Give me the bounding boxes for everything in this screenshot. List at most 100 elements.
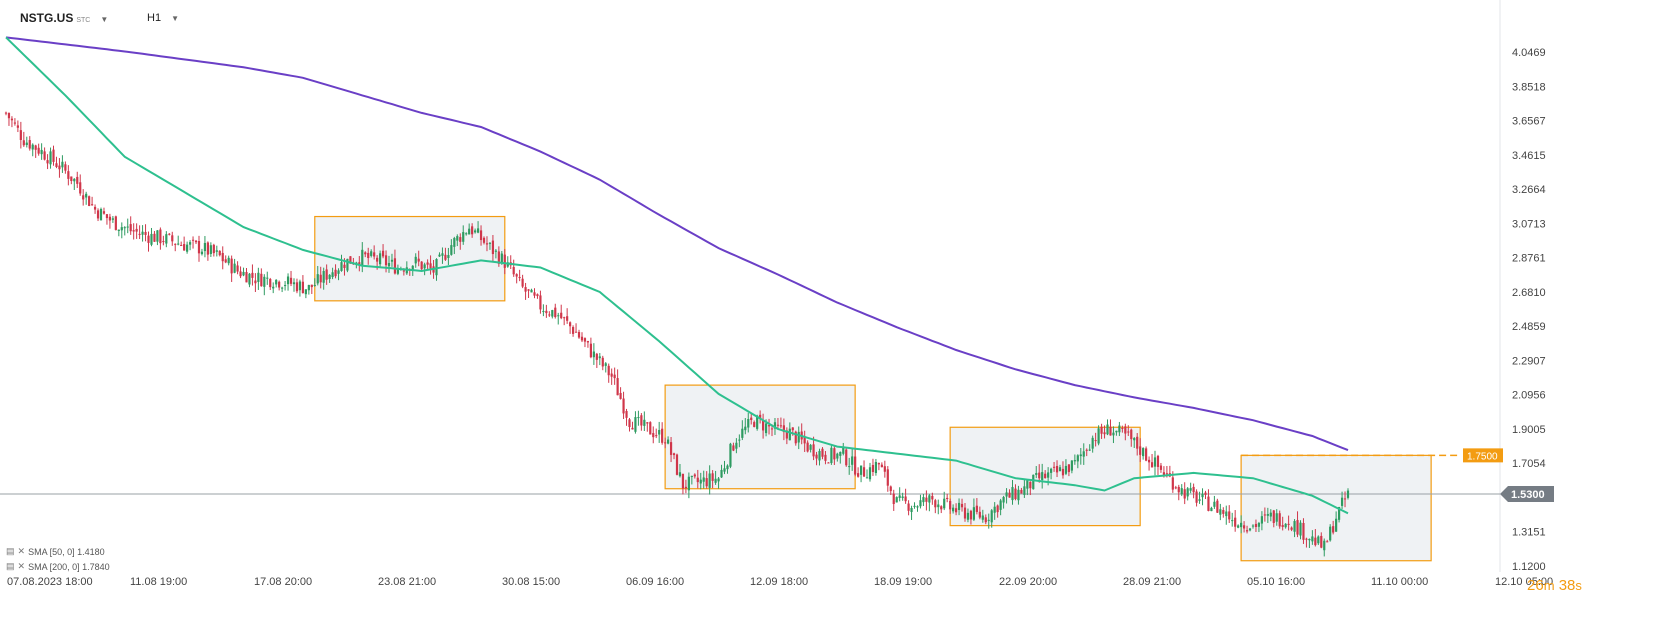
- range-box-1[interactable]: [314, 215, 506, 302]
- candle-body: [637, 417, 640, 419]
- x-tick-label: 06.09 16:00: [626, 576, 684, 588]
- candle-body: [1136, 436, 1139, 449]
- candle-body: [209, 245, 212, 255]
- candle-body: [934, 500, 937, 508]
- close-icon[interactable]: ✕: [17, 546, 26, 556]
- candle-body: [482, 237, 486, 243]
- candle-body: [105, 214, 109, 219]
- candle-body: [37, 147, 40, 154]
- y-tick-label: 2.2907: [1512, 355, 1546, 367]
- close-icon[interactable]: ✕: [17, 561, 26, 571]
- x-tick-label: 11.08 19:00: [130, 576, 187, 588]
- candle-body: [883, 466, 886, 472]
- candle-body: [821, 448, 824, 457]
- candle-body: [1171, 477, 1174, 490]
- timeframe-selector[interactable]: H1 ▼: [147, 12, 179, 24]
- candle-body: [46, 160, 49, 164]
- candle-body: [628, 419, 631, 428]
- candle-body: [759, 414, 762, 419]
- candle-body: [325, 269, 328, 280]
- candle-body: [536, 294, 539, 297]
- candle-body: [438, 254, 441, 257]
- candle-body: [1147, 459, 1151, 463]
- candle-body: [1228, 511, 1231, 520]
- candle-body: [601, 357, 604, 367]
- candle-body: [292, 282, 296, 285]
- candle-body: [19, 130, 22, 140]
- candle-body: [1049, 468, 1053, 473]
- candle-body: [1263, 514, 1266, 516]
- candle-body: [1097, 428, 1100, 444]
- y-tick-label: 1.3151: [1512, 527, 1546, 539]
- sma200-line[interactable]: [5, 36, 1349, 452]
- symbol-suffix: STC: [76, 17, 91, 24]
- candle-body: [521, 278, 524, 287]
- candle-body: [854, 456, 857, 475]
- candle-body: [1070, 460, 1073, 471]
- candle-body: [744, 426, 747, 431]
- candle-body: [753, 422, 756, 427]
- range-box-2[interactable]: [664, 384, 856, 490]
- candle-body: [865, 477, 869, 479]
- candle-body: [1266, 514, 1269, 516]
- candle-body: [729, 443, 732, 467]
- candle-body: [485, 243, 489, 245]
- candle-body: [1115, 430, 1118, 433]
- candle-body: [693, 474, 696, 477]
- candle-body: [1103, 432, 1106, 435]
- candle-body: [76, 176, 79, 184]
- candle-body: [818, 450, 821, 461]
- sma50-line[interactable]: [5, 36, 1349, 515]
- candle-body: [1130, 429, 1133, 440]
- candle-body: [518, 277, 521, 279]
- candle-body: [830, 447, 833, 464]
- candle-body: [10, 118, 14, 121]
- settings-icon[interactable]: ▤: [6, 546, 15, 556]
- current-price-tag: 1.5300: [1500, 485, 1554, 502]
- candle-body: [794, 431, 797, 444]
- candle-body: [785, 430, 788, 439]
- candle-body: [583, 338, 587, 342]
- candle-body: [750, 417, 753, 421]
- candle-body: [183, 244, 186, 251]
- candle-body: [7, 113, 11, 119]
- candle-body: [462, 232, 465, 242]
- candle-body: [150, 233, 153, 245]
- candle-body: [331, 272, 334, 278]
- candle-body: [272, 286, 275, 289]
- candle-body: [298, 281, 302, 291]
- candle-body: [174, 243, 177, 245]
- symbol-selector[interactable]: NSTG.US STC ▼: [20, 11, 108, 25]
- candle-body: [393, 258, 397, 274]
- candle-body: [1124, 426, 1127, 434]
- legend-sma200[interactable]: ▤ ✕ SMA [200, 0] 1.7840: [6, 561, 110, 572]
- x-tick-label: 12.09 18:00: [750, 576, 808, 588]
- candle-body: [1142, 448, 1145, 457]
- candle-body: [788, 428, 791, 441]
- candle-body: [70, 176, 73, 181]
- candle-body: [16, 125, 19, 128]
- candle-body: [880, 464, 883, 468]
- candle-body: [839, 451, 842, 456]
- candle-body: [1156, 455, 1160, 467]
- candle-body: [328, 274, 331, 280]
- candle-body: [453, 238, 456, 247]
- candle-body: [156, 230, 159, 242]
- candle-body: [1332, 526, 1335, 533]
- settings-icon[interactable]: ▤: [6, 561, 15, 571]
- candle-body: [925, 497, 928, 502]
- level-tag-bg[interactable]: [1463, 448, 1503, 463]
- legend-sma50[interactable]: ▤ ✕ SMA [50, 0] 1.4180: [6, 546, 105, 557]
- candle-body: [720, 469, 723, 478]
- candle-body: [954, 508, 958, 513]
- candle-body: [741, 428, 744, 438]
- candle-body: [22, 140, 25, 146]
- candle-body: [975, 505, 978, 512]
- candle-body: [604, 363, 607, 366]
- candle-body: [1082, 451, 1085, 457]
- candle-body: [815, 454, 818, 459]
- candle-body: [206, 242, 209, 255]
- candle-body: [643, 419, 646, 426]
